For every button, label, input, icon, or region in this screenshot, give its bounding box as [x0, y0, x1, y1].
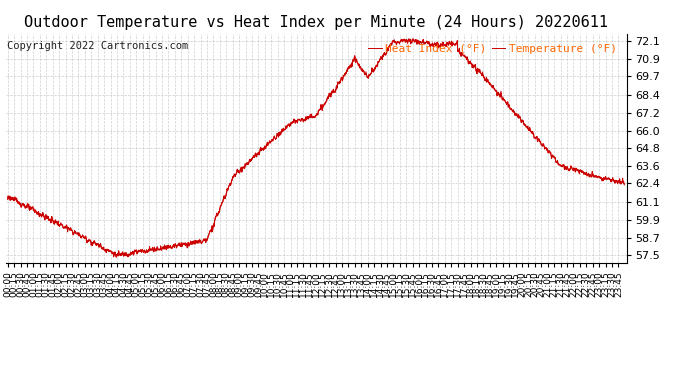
- Text: Copyright 2022 Cartronics.com: Copyright 2022 Cartronics.com: [7, 40, 188, 51]
- Heat Index (°F): [413, 42, 421, 46]
- Temperature (°F): [493, 91, 502, 95]
- Heat Index (°F): [404, 36, 413, 41]
- Legend: Heat Index (°F), Temperature (°F): Heat Index (°F), Temperature (°F): [364, 39, 621, 58]
- Heat Index (°F): [493, 91, 502, 95]
- Temperature (°F): [400, 37, 408, 41]
- Heat Index (°F): [210, 224, 218, 228]
- Heat Index (°F): [126, 252, 135, 257]
- Temperature (°F): [620, 182, 629, 186]
- Temperature (°F): [413, 41, 421, 45]
- Heat Index (°F): [112, 255, 121, 260]
- Title: Outdoor Temperature vs Heat Index per Minute (24 Hours) 20220611: Outdoor Temperature vs Heat Index per Mi…: [24, 15, 608, 30]
- Temperature (°F): [210, 224, 218, 228]
- Temperature (°F): [141, 250, 149, 255]
- Temperature (°F): [548, 154, 556, 159]
- Temperature (°F): [126, 253, 135, 258]
- Line: Heat Index (°F): Heat Index (°F): [8, 39, 624, 257]
- Line: Temperature (°F): Temperature (°F): [8, 39, 624, 257]
- Temperature (°F): [112, 255, 120, 259]
- Heat Index (°F): [3, 197, 12, 202]
- Heat Index (°F): [141, 251, 149, 256]
- Temperature (°F): [3, 196, 12, 201]
- Heat Index (°F): [548, 155, 556, 159]
- Heat Index (°F): [620, 183, 629, 187]
